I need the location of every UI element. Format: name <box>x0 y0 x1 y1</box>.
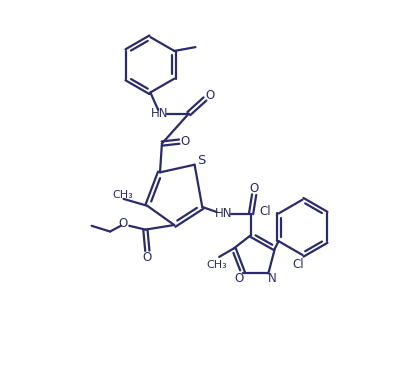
Text: CH₃: CH₃ <box>112 190 133 200</box>
Text: N: N <box>268 272 277 284</box>
Text: Cl: Cl <box>259 205 271 218</box>
Text: O: O <box>118 217 128 230</box>
Text: HN: HN <box>151 107 169 120</box>
Text: CH₃: CH₃ <box>207 260 228 270</box>
Text: O: O <box>205 89 214 102</box>
Text: O: O <box>143 251 152 264</box>
Text: O: O <box>234 272 243 284</box>
Text: S: S <box>197 154 206 167</box>
Text: O: O <box>250 182 259 195</box>
Text: Cl: Cl <box>292 258 304 271</box>
Text: O: O <box>180 135 189 148</box>
Text: HN: HN <box>215 207 232 220</box>
